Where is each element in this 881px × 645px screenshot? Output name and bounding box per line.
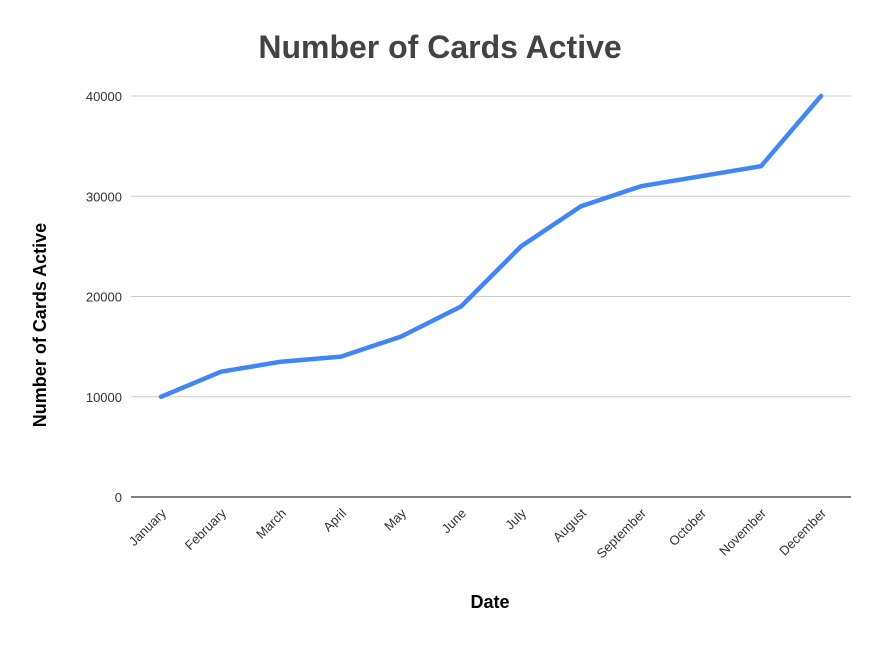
y-tick-label: 30000 <box>86 189 122 204</box>
x-tick-label: February <box>182 505 230 553</box>
x-tick-label: January <box>126 505 170 549</box>
gridlines <box>131 95 851 498</box>
x-tick-label: September <box>594 505 650 561</box>
x-tick-label: March <box>253 506 289 542</box>
x-tick-label: July <box>502 505 529 532</box>
x-axis-title: Date <box>470 592 509 612</box>
series-layer <box>158 93 824 400</box>
y-tick-label: 10000 <box>86 390 122 405</box>
x-tick-label: August <box>550 505 589 544</box>
x-tick-label: May <box>381 505 409 533</box>
y-tick-label: 0 <box>115 490 122 505</box>
x-tick-label: December <box>776 505 829 558</box>
series-line <box>158 93 824 400</box>
x-axis-ticks: January February March April May June July Augu… <box>126 505 830 561</box>
y-tick-label: 20000 <box>86 290 122 305</box>
x-tick-label: June <box>439 506 470 537</box>
x-tick-label: April <box>320 505 349 534</box>
y-axis-ticks: 0 10000 20000 30000 40000 <box>86 89 122 505</box>
chart-title: Number of Cards Active <box>258 29 621 65</box>
x-tick-label: November <box>716 505 769 558</box>
y-axis-title: Number of Cards Active <box>30 223 50 427</box>
x-tick-label: October <box>666 505 710 549</box>
y-tick-label: 40000 <box>86 89 122 104</box>
